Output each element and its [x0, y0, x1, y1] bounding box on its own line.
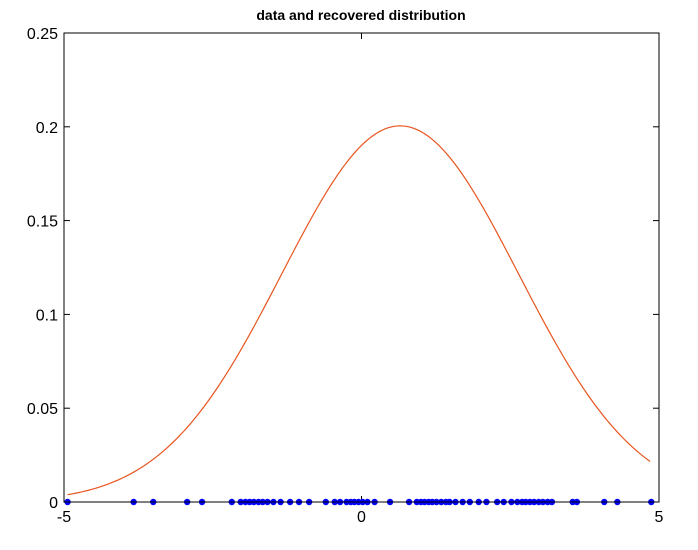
- x-axis: -5 0 5: [57, 33, 664, 526]
- y-tick-label: 0.1: [36, 307, 58, 324]
- x-tick-label: 0: [357, 509, 366, 526]
- y-tick-label: 0.25: [27, 26, 58, 43]
- x-tick-label: 5: [655, 509, 664, 526]
- y-axis: 0 0.05 0.1 0.15 0.2 0.25: [27, 26, 659, 512]
- y-tick-label: 0.2: [36, 120, 58, 137]
- y-tick-label: 0: [49, 495, 58, 512]
- chart-title: data and recovered distribution: [256, 7, 465, 23]
- recovered-distribution-line: [67, 125, 651, 496]
- x-tick-label: -5: [57, 509, 71, 526]
- plot-area-frame: [63, 32, 660, 503]
- y-tick-label: 0.05: [27, 401, 58, 418]
- y-tick-label: 0.15: [27, 214, 58, 231]
